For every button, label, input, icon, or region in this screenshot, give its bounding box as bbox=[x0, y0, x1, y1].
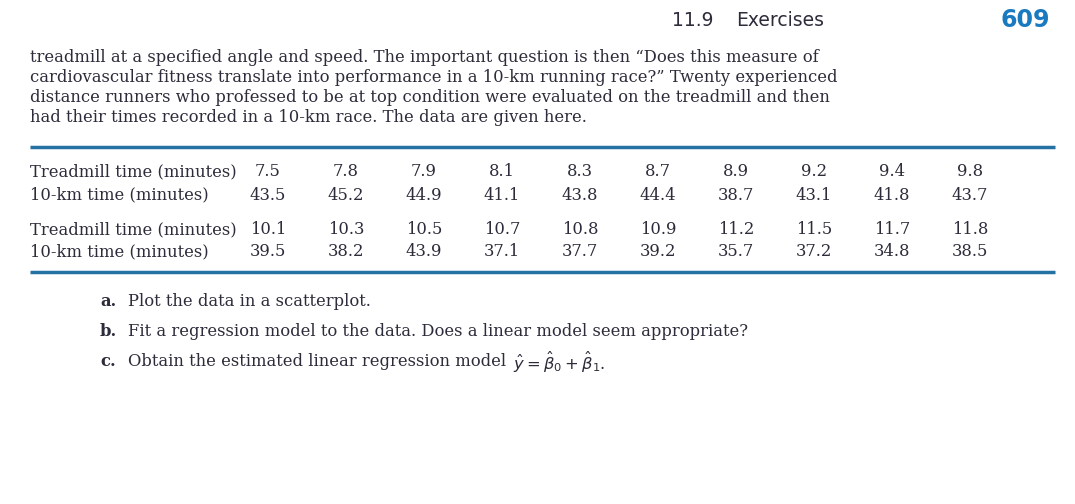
Text: 38.7: 38.7 bbox=[718, 186, 755, 204]
Text: 7.5: 7.5 bbox=[255, 163, 281, 180]
Text: 34.8: 34.8 bbox=[874, 243, 911, 261]
Text: 35.7: 35.7 bbox=[718, 243, 755, 261]
Text: 11.5: 11.5 bbox=[796, 221, 832, 238]
Text: 8.7: 8.7 bbox=[645, 163, 671, 180]
Text: 11.9: 11.9 bbox=[672, 11, 714, 30]
Text: 10.1: 10.1 bbox=[249, 221, 286, 238]
Text: Exercises: Exercises bbox=[736, 11, 825, 30]
Text: had their times recorded in a 10-km race. The data are given here.: had their times recorded in a 10-km race… bbox=[30, 108, 587, 125]
Text: 8.1: 8.1 bbox=[489, 163, 515, 180]
Text: 43.5: 43.5 bbox=[249, 186, 286, 204]
Text: 10.7: 10.7 bbox=[484, 221, 520, 238]
Text: 11.2: 11.2 bbox=[718, 221, 755, 238]
Text: 8.9: 8.9 bbox=[722, 163, 749, 180]
Text: 9.8: 9.8 bbox=[957, 163, 983, 180]
Text: 44.9: 44.9 bbox=[405, 186, 442, 204]
Text: Plot the data in a scatterplot.: Plot the data in a scatterplot. bbox=[128, 293, 371, 310]
Text: 41.1: 41.1 bbox=[484, 186, 520, 204]
Text: a.: a. bbox=[100, 293, 116, 310]
Text: 44.4: 44.4 bbox=[640, 186, 676, 204]
Text: 7.9: 7.9 bbox=[411, 163, 438, 180]
Text: 9.4: 9.4 bbox=[879, 163, 905, 180]
Text: treadmill at a specified angle and speed. The important question is then “Does t: treadmill at a specified angle and speed… bbox=[30, 48, 819, 66]
Text: 10.9: 10.9 bbox=[640, 221, 676, 238]
Text: 39.2: 39.2 bbox=[640, 243, 676, 261]
Text: cardiovascular fitness translate into performance in a 10-km running race?” Twen: cardiovascular fitness translate into pe… bbox=[30, 69, 837, 86]
Text: 10.8: 10.8 bbox=[562, 221, 599, 238]
Text: distance runners who professed to be at top condition were evaluated on the trea: distance runners who professed to be at … bbox=[30, 89, 830, 105]
Text: 8.3: 8.3 bbox=[567, 163, 593, 180]
Text: 609: 609 bbox=[1000, 8, 1050, 32]
Text: 39.5: 39.5 bbox=[249, 243, 286, 261]
Text: 10.3: 10.3 bbox=[328, 221, 364, 238]
Text: 37.7: 37.7 bbox=[562, 243, 598, 261]
Text: 11.8: 11.8 bbox=[951, 221, 988, 238]
Text: 41.8: 41.8 bbox=[874, 186, 911, 204]
Text: 37.2: 37.2 bbox=[796, 243, 832, 261]
Text: 43.8: 43.8 bbox=[562, 186, 599, 204]
Text: Obtain the estimated linear regression model: Obtain the estimated linear regression m… bbox=[128, 353, 512, 370]
Text: 37.1: 37.1 bbox=[484, 243, 520, 261]
Text: 45.2: 45.2 bbox=[328, 186, 364, 204]
Text: 7.8: 7.8 bbox=[333, 163, 359, 180]
Text: Fit a regression model to the data. Does a linear model seem appropriate?: Fit a regression model to the data. Does… bbox=[128, 324, 748, 341]
Text: 10.5: 10.5 bbox=[406, 221, 442, 238]
Text: Treadmill time (minutes): Treadmill time (minutes) bbox=[30, 221, 236, 238]
Text: c.: c. bbox=[100, 353, 116, 370]
Text: 43.7: 43.7 bbox=[951, 186, 988, 204]
Text: 43.9: 43.9 bbox=[405, 243, 442, 261]
Text: $\hat{y} = \hat{\beta}_0 + \hat{\beta}_1$.: $\hat{y} = \hat{\beta}_0 + \hat{\beta}_1… bbox=[513, 349, 605, 374]
Text: b.: b. bbox=[100, 324, 117, 341]
Text: Treadmill time (minutes): Treadmill time (minutes) bbox=[30, 163, 236, 180]
Text: 11.7: 11.7 bbox=[874, 221, 911, 238]
Text: 10-km time (minutes): 10-km time (minutes) bbox=[30, 186, 209, 204]
Text: 38.2: 38.2 bbox=[328, 243, 364, 261]
Text: 9.2: 9.2 bbox=[801, 163, 827, 180]
Text: 38.5: 38.5 bbox=[951, 243, 988, 261]
Text: 10-km time (minutes): 10-km time (minutes) bbox=[30, 243, 209, 261]
Text: 43.1: 43.1 bbox=[796, 186, 832, 204]
